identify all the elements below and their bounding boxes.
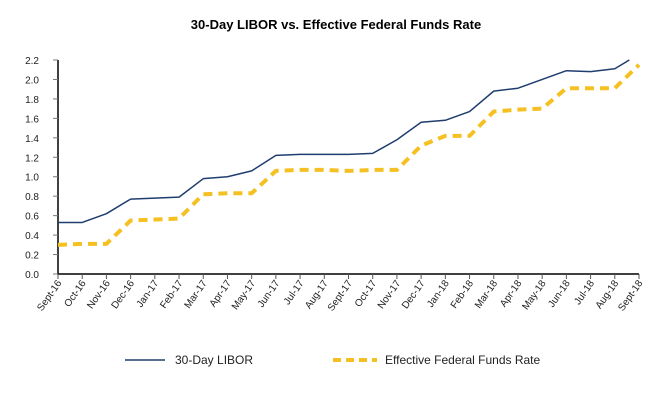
y-tick-label: 1.0 (25, 173, 39, 184)
y-tick-label: 1.6 (25, 114, 39, 125)
y-tick-label: 2.0 (25, 75, 39, 86)
chart-title: 30-Day LIBOR vs. Effective Federal Funds… (191, 17, 481, 32)
y-tick-label: 0.2 (25, 251, 39, 262)
series-group (58, 60, 639, 245)
x-tick-label: Jul-17 (282, 278, 307, 307)
legend: 30-Day LIBOR Effective Federal Funds Rat… (125, 353, 541, 367)
x-tick-label: Jul-18 (572, 278, 597, 307)
x-tick-label: May-18 (520, 278, 548, 312)
x-tick-label: Sept-18 (616, 278, 645, 313)
x-tick-label: Mar-17 (183, 278, 210, 311)
x-tick-label: Jun-17 (256, 278, 283, 310)
x-tick-label: Nov-16 (85, 278, 113, 311)
y-tick-label: 0.8 (25, 192, 39, 203)
x-axis: Sept-16Oct-16Nov-16Dec-16Jan-17Feb-17Mar… (35, 274, 645, 313)
x-tick-label: Sept-17 (326, 278, 355, 313)
legend-label-libor: 30-Day LIBOR (175, 353, 253, 367)
x-tick-label: May-17 (230, 278, 258, 312)
x-tick-label: Jun-18 (546, 278, 573, 310)
y-tick-label: 0.6 (25, 212, 39, 223)
y-tick-label: 0.4 (25, 231, 39, 242)
y-tick-label: 1.4 (25, 134, 39, 145)
y-tick-label: 0.0 (25, 270, 39, 281)
x-tick-label: Feb-17 (158, 278, 185, 311)
y-tick-label: 1.8 (25, 95, 39, 106)
x-tick-label: Feb-18 (449, 278, 476, 311)
x-tick-label: Dec-17 (400, 278, 428, 311)
y-axis: 0.0 0.2 0.4 0.6 0.8 1.0 1.2 1.4 1.6 1.8 2.0 2.2 (25, 56, 58, 281)
y-tick-label: 1.2 (25, 153, 39, 164)
series-line-libor (58, 60, 629, 222)
x-tick-label: Dec-16 (110, 278, 138, 311)
x-tick-label: Nov-17 (376, 278, 404, 311)
legend-label-effr: Effective Federal Funds Rate (385, 353, 541, 367)
x-tick-label: Mar-18 (473, 278, 500, 311)
x-tick-label: Sept-16 (35, 278, 64, 313)
y-tick-label: 2.2 (25, 56, 39, 67)
